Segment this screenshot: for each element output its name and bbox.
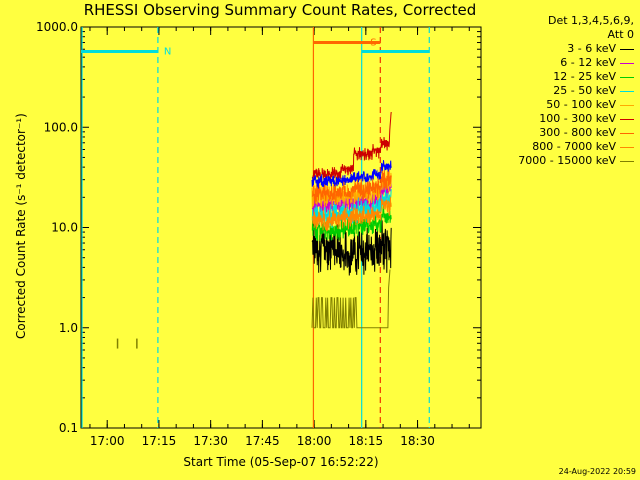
x-tick-label: 17:15 [142,434,177,448]
series-line [311,218,392,276]
flag-label: S [370,38,376,49]
legend-entry-label: 25 - 50 keV [553,84,616,97]
series-line [311,160,392,189]
y-tick-label: 1.0 [59,321,78,335]
x-axis-label: Start Time (05-Sep-07 16:52:22) [183,455,379,469]
legend-entry-label: 800 - 7000 keV [532,140,616,153]
legend-header-attenuator: Att 0 [607,28,634,41]
legend-entry: 6 - 12 keV [484,56,634,70]
legend: Det 1,3,4,5,6,9, Att 0 3 - 6 keV 6 - 12 k… [484,14,634,168]
legend-entry-swatch [620,62,634,64]
x-tick-label: 18:15 [349,434,384,448]
y-tick-label: 10.0 [51,221,78,235]
chart-title: RHESSI Observing Summary Count Rates, Co… [83,1,477,19]
x-tick-label: 17:45 [245,434,280,448]
y-tick-label: 0.1 [59,421,78,435]
legend-entry-label: 300 - 800 keV [539,126,616,139]
x-tick-label: 18:00 [297,434,332,448]
flag-label: N [164,46,171,57]
legend-entry-swatch [620,104,634,106]
x-tick-label: 17:30 [193,434,228,448]
series-line [311,111,392,182]
legend-entry-swatch [620,76,634,78]
x-tick-label: 17:00 [90,434,125,448]
plot-frame [80,26,482,429]
legend-entry-swatch [620,160,634,162]
legend-header-detectors: Det 1,3,4,5,6,9, [547,14,634,27]
legend-entry: 12 - 25 keV [484,70,634,84]
legend-entry: 100 - 300 keV [484,112,634,126]
series-line [311,269,391,329]
legend-entry-swatch [620,118,634,120]
legend-entry: 3 - 6 keV [484,42,634,56]
legend-entry: 800 - 7000 keV [484,140,634,154]
legend-entry-label: 50 - 100 keV [546,98,616,111]
timestamp: 24-Aug-2022 20:59 [558,467,636,476]
x-tick-label: 18:30 [400,434,435,448]
legend-entry-label: 12 - 25 keV [553,70,616,83]
series-line [311,196,392,232]
series-line [311,205,392,242]
legend-entry: 300 - 800 keV [484,126,634,140]
y-tick-label: 1000.0 [36,20,78,34]
legend-entry-swatch [620,146,634,148]
legend-entry-label: 3 - 6 keV [567,42,616,55]
legend-entry-swatch [620,90,634,92]
legend-entry-label: 6 - 12 keV [560,56,616,69]
legend-entry: 7000 - 15000 keV [484,154,634,168]
legend-entry-swatch [620,48,634,50]
legend-entry-label: 7000 - 15000 keV [518,154,616,167]
legend-entry-swatch [620,132,634,134]
legend-entry: 50 - 100 keV [484,98,634,112]
series-line [311,168,392,205]
y-axis-label: Corrected Count Rate (s⁻¹ detector⁻¹) [14,113,28,339]
legend-entry: 25 - 50 keV [484,84,634,98]
legend-entry-label: 100 - 300 keV [539,112,616,125]
y-tick-label: 100.0 [44,120,78,134]
